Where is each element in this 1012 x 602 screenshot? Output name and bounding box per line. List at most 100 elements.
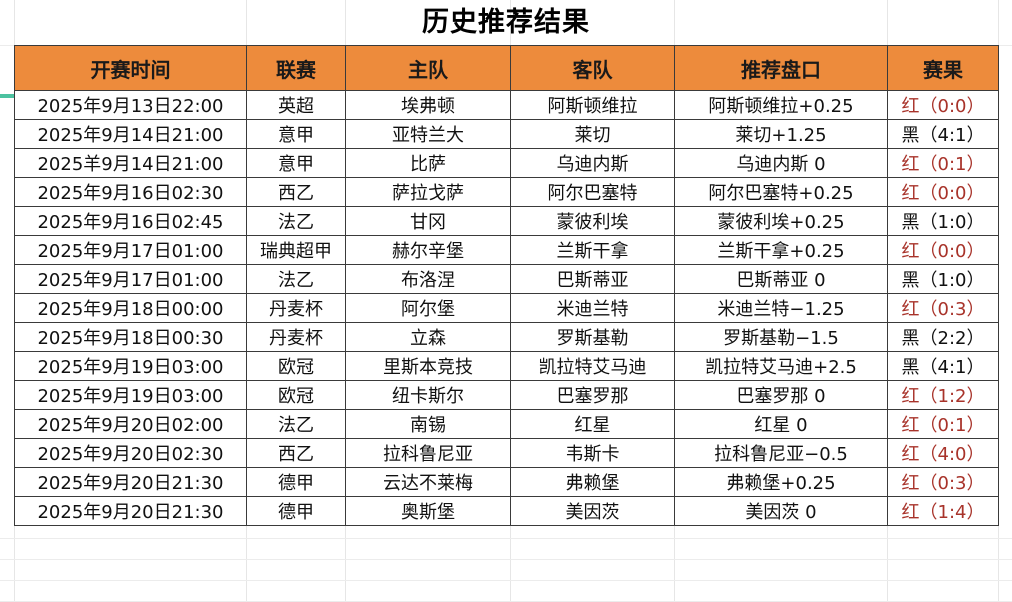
match-time-cell: 2025年9月20日02:30: [14, 438, 247, 468]
league-cell: 意甲: [246, 119, 346, 149]
away-team-cell: 莱切: [510, 119, 675, 149]
home-team-cell: 里斯本竞技: [345, 351, 511, 381]
result-score: （0:1）: [919, 415, 985, 436]
away-team-cell: 阿斯顿维拉: [510, 90, 675, 120]
home-team-cell: 赫尔辛堡: [345, 235, 511, 265]
table-row: 2025年9月16日02:30 西乙 萨拉戈萨 阿尔巴塞特 阿尔巴塞特+0.25 红（0:…: [14, 177, 999, 207]
match-time-cell: 2025年9月13日22:00: [14, 90, 247, 120]
result-label: 黑: [901, 357, 920, 378]
match-time-cell: 2025年9月17日01:00: [14, 235, 247, 265]
match-time-cell: 2025年9月19日03:00: [14, 351, 247, 381]
home-team-cell: 甘冈: [345, 206, 511, 236]
result-cell: 红（0:0）: [887, 90, 999, 120]
result-cell: 红（0:0）: [887, 177, 999, 207]
recommendation-cell: 阿斯顿维拉+0.25: [674, 90, 888, 120]
away-team-cell: 美因茨: [510, 496, 675, 526]
league-cell: 丹麦杯: [246, 293, 346, 323]
recommendation-cell: 阿尔巴塞特+0.25: [674, 177, 888, 207]
result-score: （0:0）: [919, 96, 985, 117]
table-row: 2025年9月18日00:30 丹麦杯 立森 罗斯基勒 罗斯基勒−1.5 黑（2:2）: [14, 322, 999, 352]
result-label: 红: [901, 386, 920, 407]
result-score: （4:1）: [919, 357, 985, 378]
league-cell: 欧冠: [246, 380, 346, 410]
home-team-cell: 拉科鲁尼亚: [345, 438, 511, 468]
home-team-cell: 萨拉戈萨: [345, 177, 511, 207]
league-cell: 法乙: [246, 206, 346, 236]
page-title-bar: 历史推荐结果: [0, 0, 1012, 45]
result-cell: 红（0:1）: [887, 409, 999, 439]
recommendation-cell: 兰斯干拿+0.25: [674, 235, 888, 265]
result-score: （2:2）: [919, 328, 985, 349]
result-cell: 红（1:4）: [887, 496, 999, 526]
table-row: 2025年9月19日03:00 欧冠 纽卡斯尔 巴塞罗那 巴塞罗那 0 红（1:2）: [14, 380, 999, 410]
home-team-cell: 纽卡斯尔: [345, 380, 511, 410]
league-cell: 德甲: [246, 467, 346, 497]
match-time-cell: 2025年9月20日21:30: [14, 496, 247, 526]
result-cell: 红（0:3）: [887, 293, 999, 323]
home-team-cell: 阿尔堡: [345, 293, 511, 323]
recommendation-cell: 巴塞罗那 0: [674, 380, 888, 410]
result-score: （1:2）: [919, 386, 985, 407]
result-score: （4:1）: [919, 125, 985, 146]
result-score: （1:0）: [919, 212, 985, 233]
column-header-time: 开赛时间: [14, 45, 247, 91]
away-team-cell: 罗斯基勒: [510, 322, 675, 352]
result-label: 黑: [901, 212, 920, 233]
recommendation-cell: 巴斯蒂亚 0: [674, 264, 888, 294]
column-header-home-team: 主队: [345, 45, 511, 91]
league-cell: 欧冠: [246, 351, 346, 381]
away-team-cell: 弗赖堡: [510, 467, 675, 497]
table-row: 2025年9月14日21:00 意甲 亚特兰大 莱切 莱切+1.25 黑（4:1）: [14, 119, 999, 149]
away-team-cell: 红星: [510, 409, 675, 439]
away-team-cell: 蒙彼利埃: [510, 206, 675, 236]
result-score: （0:3）: [919, 473, 985, 494]
home-team-cell: 亚特兰大: [345, 119, 511, 149]
result-label: 红: [901, 473, 920, 494]
page-title: 历史推荐结果: [422, 6, 590, 38]
result-cell: 黑（4:1）: [887, 119, 999, 149]
table-row: 2025年9月17日01:00 法乙 布洛涅 巴斯蒂亚 巴斯蒂亚 0 黑（1:0）: [14, 264, 999, 294]
column-header-recommendation: 推荐盘口: [674, 45, 888, 91]
result-cell: 红（0:1）: [887, 148, 999, 178]
away-team-cell: 乌迪内斯: [510, 148, 675, 178]
table-header: 开赛时间 联赛 主队 客队 推荐盘口 赛果: [14, 45, 999, 91]
table-row: 2025年9月17日01:00 瑞典超甲 赫尔辛堡 兰斯干拿 兰斯干拿+0.25 红（0:…: [14, 235, 999, 265]
table-row: 2025年9月20日21:30 德甲 云达不莱梅 弗赖堡 弗赖堡+0.25 红（0:3）: [14, 467, 999, 497]
recommendation-cell: 蒙彼利埃+0.25: [674, 206, 888, 236]
table-body: 2025年9月13日22:00 英超 埃弗顿 阿斯顿维拉 阿斯顿维拉+0.25 红（0:0…: [14, 90, 999, 526]
away-team-cell: 韦斯卡: [510, 438, 675, 468]
result-score: （0:1）: [919, 154, 985, 175]
recommendation-cell: 莱切+1.25: [674, 119, 888, 149]
result-score: （1:4）: [919, 502, 985, 523]
match-time-cell: 2025年9月17日01:00: [14, 264, 247, 294]
league-cell: 英超: [246, 90, 346, 120]
table-row: 2025年9月16日02:45 法乙 甘冈 蒙彼利埃 蒙彼利埃+0.25 黑（1:0）: [14, 206, 999, 236]
league-cell: 瑞典超甲: [246, 235, 346, 265]
away-team-cell: 巴斯蒂亚: [510, 264, 675, 294]
away-team-cell: 巴塞罗那: [510, 380, 675, 410]
match-time-cell: 2025年9月16日02:45: [14, 206, 247, 236]
result-label: 红: [901, 183, 920, 204]
column-header-away-team: 客队: [510, 45, 675, 91]
league-cell: 丹麦杯: [246, 322, 346, 352]
result-score: （1:0）: [919, 270, 985, 291]
result-label: 红: [901, 415, 920, 436]
home-team-cell: 南锡: [345, 409, 511, 439]
match-time-cell: 2025年9月18日00:00: [14, 293, 247, 323]
match-time-cell: 2025年9月16日02:30: [14, 177, 247, 207]
home-team-cell: 埃弗顿: [345, 90, 511, 120]
result-score: （0:0）: [919, 241, 985, 262]
home-team-cell: 奥斯堡: [345, 496, 511, 526]
table-row: 2025年9月20日02:30 西乙 拉科鲁尼亚 韦斯卡 拉科鲁尼亚−0.5 红（4:0）: [14, 438, 999, 468]
home-team-cell: 布洛涅: [345, 264, 511, 294]
result-label: 黑: [901, 270, 920, 291]
league-cell: 西乙: [246, 438, 346, 468]
result-label: 红: [901, 502, 920, 523]
table-row: 2025年9月20日02:00 法乙 南锡 红星 红星 0 红（0:1）: [14, 409, 999, 439]
recommendation-cell: 乌迪内斯 0: [674, 148, 888, 178]
away-team-cell: 凯拉特艾马迪: [510, 351, 675, 381]
result-score: （0:0）: [919, 183, 985, 204]
match-time-cell: 2025羊9月14日21:00: [14, 148, 247, 178]
result-cell: 黑（1:0）: [887, 264, 999, 294]
